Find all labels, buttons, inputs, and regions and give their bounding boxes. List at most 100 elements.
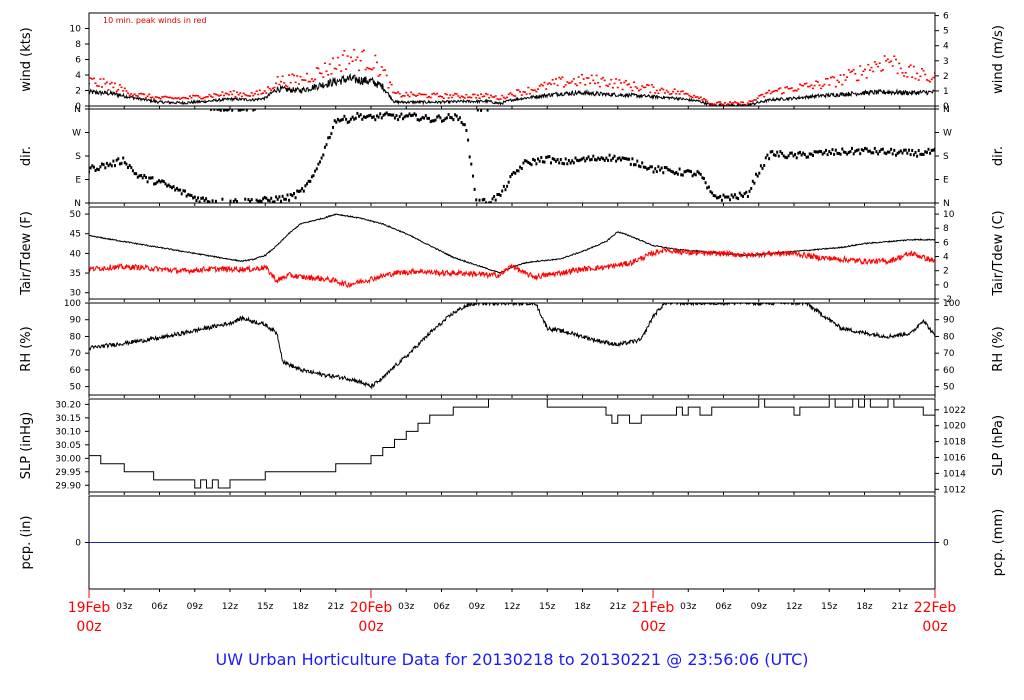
wind-point <box>299 75 302 78</box>
dir-point <box>864 146 866 150</box>
dir-point <box>839 152 842 156</box>
dir-point <box>672 170 675 174</box>
dir-point <box>717 196 720 200</box>
wind-point <box>187 97 190 100</box>
wind-point <box>768 89 771 92</box>
dir-point <box>594 158 596 162</box>
wind-point <box>554 78 557 80</box>
dir-point <box>644 165 647 169</box>
wind-point <box>439 95 442 97</box>
dir-point <box>610 158 613 162</box>
dir-point <box>288 198 291 202</box>
wind-point <box>206 96 209 98</box>
dir-point <box>489 201 492 203</box>
footer-title: UW Urban Horticulture Data for 20130218 … <box>216 650 809 669</box>
dir-point <box>729 198 731 202</box>
wind-point <box>637 89 640 92</box>
dir-point <box>903 148 906 152</box>
wind-ylabel-left: wind (kts) <box>19 27 34 91</box>
wind-point <box>327 74 330 76</box>
wind-point <box>428 95 430 98</box>
dir-point <box>626 157 629 161</box>
wind-point <box>680 90 683 93</box>
dir-point <box>483 197 486 201</box>
slp-step-line <box>89 399 935 489</box>
wind-point <box>494 95 497 97</box>
wind-point <box>916 72 919 75</box>
dir-point <box>156 180 159 184</box>
wind-point <box>153 98 156 100</box>
wind-point <box>125 90 128 92</box>
dir-point <box>470 162 473 166</box>
wind-point <box>216 94 219 96</box>
wind-point <box>226 92 229 95</box>
dir-point <box>493 195 496 198</box>
wind-point <box>611 86 614 89</box>
dir-point <box>589 158 592 162</box>
temp-right-tick-label: 2 <box>943 267 949 277</box>
dir-point <box>179 188 182 192</box>
dir-point <box>699 172 702 176</box>
wind-point <box>519 91 522 93</box>
wind-point <box>540 83 543 86</box>
wind-point <box>883 55 886 57</box>
wind-point <box>244 93 247 96</box>
wind-left-tick-label: 6 <box>75 56 81 66</box>
dir-point <box>452 118 455 122</box>
dir-point <box>821 152 824 156</box>
dir-ylabel-right: dir. <box>991 146 1006 166</box>
dir-point <box>460 121 463 124</box>
wind-point <box>655 89 658 92</box>
rh-right-tick-label: 90 <box>943 316 955 326</box>
wind-point <box>660 87 663 90</box>
dir-point <box>325 143 328 147</box>
slp-left-tick-label: 30.00 <box>55 454 81 464</box>
panel-slp-data <box>89 399 935 489</box>
dir-point <box>307 179 310 183</box>
rh-left-tick-label: 90 <box>70 316 82 326</box>
wind-point <box>781 92 784 95</box>
wind-point <box>699 96 702 98</box>
wind-point <box>179 98 182 100</box>
dir-point <box>799 150 801 154</box>
rh-left-tick-label: 50 <box>70 383 82 393</box>
wind-point <box>481 95 484 98</box>
dir-point <box>924 150 927 154</box>
dir-point <box>829 151 832 155</box>
wind-point <box>286 85 289 88</box>
dir-point <box>309 179 312 183</box>
wind-point <box>590 74 593 77</box>
wind-point <box>413 94 416 96</box>
wind-point <box>691 96 694 99</box>
wind-point <box>688 94 691 97</box>
wind-point <box>501 94 504 97</box>
dir-point <box>878 149 881 153</box>
dir-point <box>629 162 632 166</box>
wind-point <box>646 84 648 86</box>
dir-point <box>387 113 390 117</box>
wind-point <box>214 93 217 96</box>
wind-point <box>148 93 151 96</box>
wind-point <box>909 64 912 66</box>
dir-point <box>556 158 559 162</box>
dir-point <box>376 114 378 118</box>
dir-point <box>247 198 250 202</box>
wind-point <box>769 92 772 95</box>
wind-point <box>480 93 483 95</box>
temp-right-tick-label: 10 <box>943 210 955 220</box>
dir-point <box>755 172 757 176</box>
wind-point <box>551 79 554 81</box>
wind-point <box>462 96 465 98</box>
wind-point <box>917 79 920 81</box>
dir-point <box>296 189 299 193</box>
wind-point <box>719 101 722 103</box>
dir-point <box>816 150 819 154</box>
wind-point <box>881 69 884 71</box>
dir-point <box>405 114 408 118</box>
wind-point <box>746 102 749 104</box>
wind-point <box>493 96 496 98</box>
dir-point <box>275 195 278 199</box>
wind-point <box>436 92 439 95</box>
wind-point <box>470 96 473 99</box>
